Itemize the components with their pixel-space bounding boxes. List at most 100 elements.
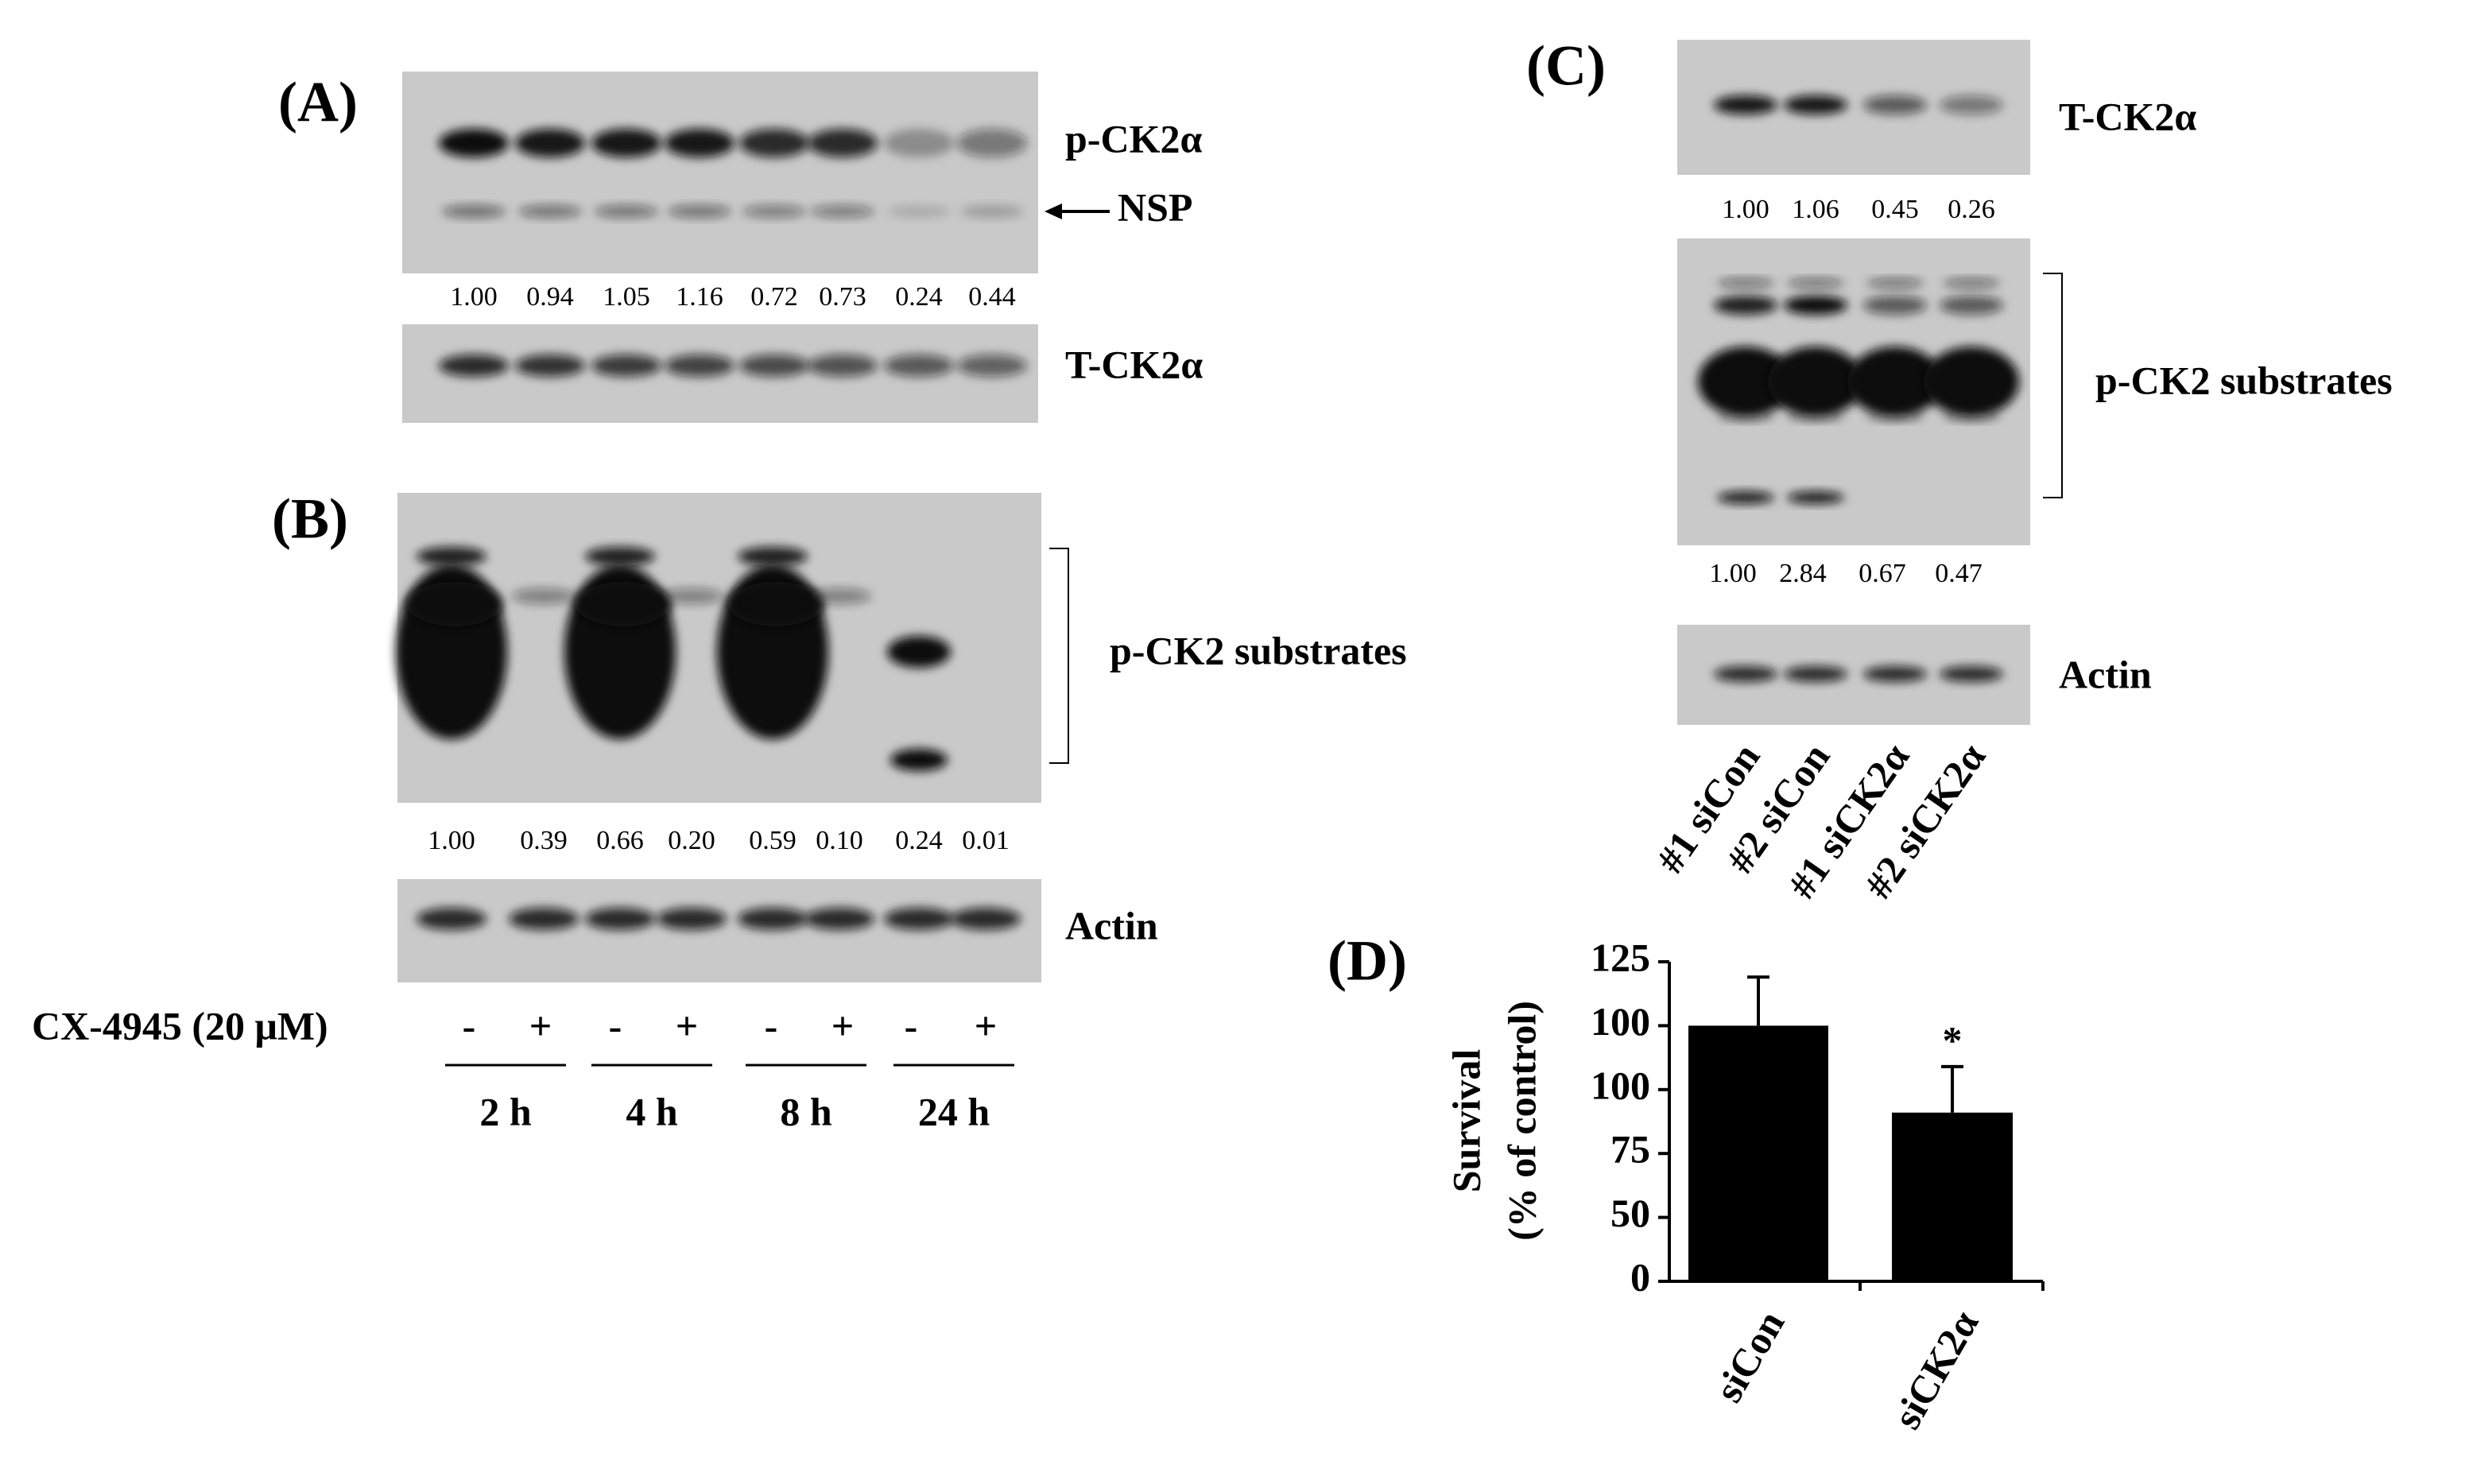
band — [591, 355, 661, 377]
band — [1717, 412, 1774, 421]
band — [960, 205, 1024, 218]
band — [811, 205, 874, 218]
bracket — [1049, 548, 1069, 764]
label: T-CK2α — [2059, 94, 2196, 138]
band — [417, 908, 486, 930]
label: 100 — [1591, 999, 1650, 1044]
label: 0.10 — [816, 826, 863, 855]
band — [518, 205, 582, 218]
band — [1714, 296, 1777, 315]
bar — [1892, 1112, 2013, 1281]
band — [595, 205, 658, 218]
arrow-head — [1045, 203, 1062, 219]
band — [576, 582, 671, 626]
label: + — [975, 1003, 998, 1048]
band — [1787, 491, 1844, 504]
label: siCon — [1706, 1303, 1793, 1409]
band — [808, 129, 878, 157]
band — [951, 908, 1021, 930]
label: NSP — [1118, 184, 1192, 229]
band — [1863, 666, 1927, 682]
label: * — [1943, 1017, 1963, 1062]
band — [1943, 278, 2000, 288]
band — [1863, 95, 1927, 114]
band — [1924, 347, 2019, 417]
label: 125 — [1591, 935, 1650, 979]
label: 1.06 — [1792, 195, 1839, 224]
label: (B) — [272, 487, 348, 551]
band — [887, 205, 951, 218]
label: 0.66 — [596, 826, 644, 855]
band — [585, 547, 655, 566]
label: siCK2α — [1884, 1303, 1986, 1436]
band — [957, 129, 1027, 157]
band — [1866, 412, 1924, 421]
label: 0.26 — [1948, 195, 1995, 224]
band — [417, 547, 486, 566]
band — [1940, 95, 2003, 114]
band — [1784, 95, 1847, 114]
band — [439, 355, 509, 377]
band — [739, 355, 809, 377]
labels: (A) 1.00 0.94 1.05 1.16 0.72 0.73 0.24 0.44 p-CK2… — [32, 34, 2393, 1436]
label: 4 h — [626, 1089, 678, 1133]
label: Actin — [2059, 652, 2152, 696]
band — [728, 582, 824, 626]
band — [1784, 666, 1847, 682]
label: (C) — [1526, 34, 1606, 98]
band — [1768, 347, 1863, 417]
blot — [402, 72, 1038, 273]
label: - — [765, 1003, 778, 1048]
label: + — [676, 1003, 699, 1048]
band — [1787, 412, 1844, 421]
label: 1.05 — [603, 282, 650, 312]
band — [515, 129, 585, 157]
bar — [1688, 1025, 1828, 1281]
label: 1.16 — [676, 282, 723, 312]
band — [591, 129, 661, 157]
label: 8 h — [780, 1089, 832, 1133]
label: 0.47 — [1935, 559, 1983, 588]
band — [1714, 666, 1777, 682]
label: T-CK2α — [1065, 342, 1203, 386]
label: 1.00 — [428, 826, 475, 855]
band — [1784, 296, 1847, 315]
band — [515, 355, 585, 377]
label: + — [831, 1003, 855, 1048]
band — [887, 636, 951, 668]
band — [1698, 347, 1793, 417]
band — [442, 205, 506, 218]
label: p-CK2α — [1065, 116, 1202, 161]
error-bar — [1747, 975, 1769, 1026]
band — [739, 129, 809, 157]
label: Actin — [1065, 903, 1158, 947]
blots — [396, 40, 2030, 982]
band — [439, 129, 509, 157]
label: 1.00 — [1709, 559, 1757, 588]
band — [1787, 278, 1844, 288]
band — [738, 547, 808, 566]
band — [668, 205, 731, 218]
label: 2.84 — [1779, 559, 1827, 588]
band — [665, 129, 734, 157]
label: - — [905, 1003, 918, 1048]
label: 0.01 — [962, 826, 1010, 855]
band — [1940, 666, 2003, 682]
label: 0.20 — [668, 826, 715, 855]
label: 1.00 — [1722, 195, 1769, 224]
label: 0.67 — [1859, 559, 1906, 588]
label: 50 — [1610, 1191, 1650, 1235]
error-bar — [1941, 1064, 1963, 1113]
label: 0.39 — [520, 826, 568, 855]
label: 75 — [1610, 1127, 1650, 1172]
label: 100 — [1591, 1063, 1650, 1107]
band — [884, 908, 954, 930]
label: 0.59 — [749, 826, 797, 855]
label: Survival — [1444, 1049, 1488, 1193]
band — [884, 355, 954, 377]
blot — [397, 879, 1041, 982]
band — [957, 355, 1027, 377]
label: 0.24 — [895, 282, 943, 312]
